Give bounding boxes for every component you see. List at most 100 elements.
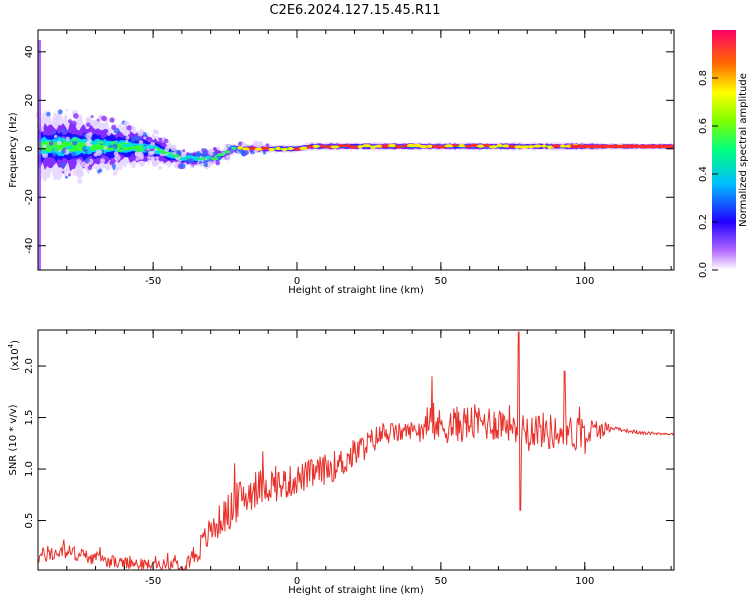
spectrogram-peak (275, 146, 281, 150)
spectrogram-peak (223, 150, 231, 154)
spectrogram-peak (299, 146, 308, 150)
snr-multiplier-base: (x10 (10, 348, 21, 371)
spectrogram-blob (155, 156, 160, 160)
spectrogram-blob (56, 140, 62, 146)
spectrogram-blob (109, 160, 115, 166)
spectrogram-peak (324, 145, 333, 149)
spectrogram-blob (263, 144, 266, 148)
snr-multiplier-exp: 4 (7, 343, 15, 348)
spectrogram-peak (160, 151, 168, 155)
spectrogram-blob (137, 130, 144, 137)
spectrogram-blob (216, 146, 221, 151)
spectrogram-y-tick-label: -20 (24, 189, 35, 205)
spectrogram-blob (225, 154, 231, 161)
spectrogram-blob (148, 137, 153, 143)
spectrogram-frame (37, 29, 675, 271)
spectrogram-peak (465, 144, 471, 148)
spectrogram-peak (90, 141, 99, 145)
spectrogram-peak (552, 144, 562, 148)
spectrogram-peak (154, 150, 162, 154)
spectrogram-peak (496, 143, 503, 148)
spectrogram-blob (130, 138, 136, 143)
spectrogram-blob (61, 128, 67, 134)
spectrogram-blob (252, 140, 260, 147)
spectrogram-blob (68, 173, 71, 177)
spectrogram-blob (109, 117, 115, 123)
spectrogram-blob (101, 115, 107, 122)
spectrogram-peak (97, 140, 105, 144)
colorbar-tick-label: 0.0 (698, 262, 709, 278)
spectrogram-blob (42, 131, 47, 136)
spectrogram-peak (560, 144, 566, 148)
spectrogram-peak (452, 143, 458, 148)
chart-title: C2E6.2024.127.15.45.R11 (269, 3, 440, 18)
spectrogram-peak (185, 155, 194, 159)
spectrogram-peak (406, 143, 416, 148)
spectrogram-peak (349, 145, 359, 149)
spectrogram-blob (126, 124, 132, 131)
spectrogram-blob (179, 163, 186, 170)
spectrogram-x-tick-label: 50 (435, 276, 448, 287)
snr-x-tick-label: -50 (145, 576, 161, 587)
spectrogram-blob (103, 146, 108, 150)
spectrogram-blob (143, 136, 147, 140)
spectrogram-blob (80, 161, 87, 168)
spectrogram-blob (76, 162, 81, 167)
spectrogram-blob (203, 162, 209, 168)
spectrogram-blob (52, 121, 59, 127)
spectrogram-peak (362, 144, 371, 148)
spectrogram-blob (85, 158, 90, 163)
spectrogram-blob (52, 130, 57, 135)
spectrogram-peak (205, 155, 212, 159)
spectrogram-blob (65, 108, 69, 112)
spectrogram-peak (520, 145, 530, 149)
spectrogram-blob (212, 146, 217, 151)
spectrogram-blob (112, 170, 118, 176)
spectrogram-peak (508, 144, 516, 149)
spectrogram-blob (170, 144, 177, 152)
spectrogram-peak (231, 146, 237, 150)
snr-x-tick-label: 50 (435, 576, 448, 587)
spectrogram-blob (257, 141, 264, 147)
spectrogram-blob (112, 167, 116, 171)
spectrogram-x-tick-label: -50 (145, 276, 161, 287)
spectrogram-blob (106, 131, 112, 136)
spectrogram-peak (375, 144, 384, 148)
snr-x-label: Height of straight line (km) (288, 585, 424, 596)
spectrogram-blob (265, 143, 270, 147)
spectrogram-blob (125, 139, 129, 143)
spectrogram-blob (125, 135, 130, 140)
spectrogram-y-tick-label: 20 (24, 94, 35, 107)
spectrogram-blob (90, 115, 94, 119)
spectrogram-blob (93, 152, 98, 157)
spectrogram-blob (147, 156, 151, 160)
spectrogram-peak (65, 145, 73, 150)
spectrogram-peak (134, 149, 143, 153)
spectrogram-peak (77, 139, 86, 143)
spectrogram-blob (85, 151, 88, 154)
spectrogram-x-tick-label: 100 (575, 276, 594, 287)
spectrogram-blob (100, 133, 106, 139)
spectrogram-peak (45, 145, 55, 149)
spectrogram-blob (135, 157, 140, 161)
spectrogram-blob (123, 120, 130, 127)
snr-x-tick-label: 100 (575, 576, 594, 587)
spectrogram-y-tick-label: -40 (24, 238, 35, 254)
spectrogram-peak (419, 145, 428, 149)
spectrogram-blob (70, 120, 77, 127)
spectrogram-blob (65, 175, 68, 179)
spectrogram-blob (133, 135, 140, 142)
colorbar-gradient (712, 30, 736, 270)
spectrogram-peak (476, 144, 485, 148)
snr-multiplier-close: ) (10, 340, 21, 344)
colorbar: 0.0 0.2 0.4 0.6 0.8 Normalized spectral ampl… (698, 30, 749, 278)
spectrogram-y-tick-label: 0 (24, 146, 35, 152)
spectrogram-blob (154, 129, 160, 135)
spectrogram-blob (93, 160, 97, 164)
spectrogram-blob (46, 111, 51, 117)
spectrogram-peak (527, 145, 535, 149)
spectrogram-blob (90, 119, 97, 127)
spectrogram-blob (102, 122, 106, 126)
spectrogram-peak (173, 154, 180, 158)
